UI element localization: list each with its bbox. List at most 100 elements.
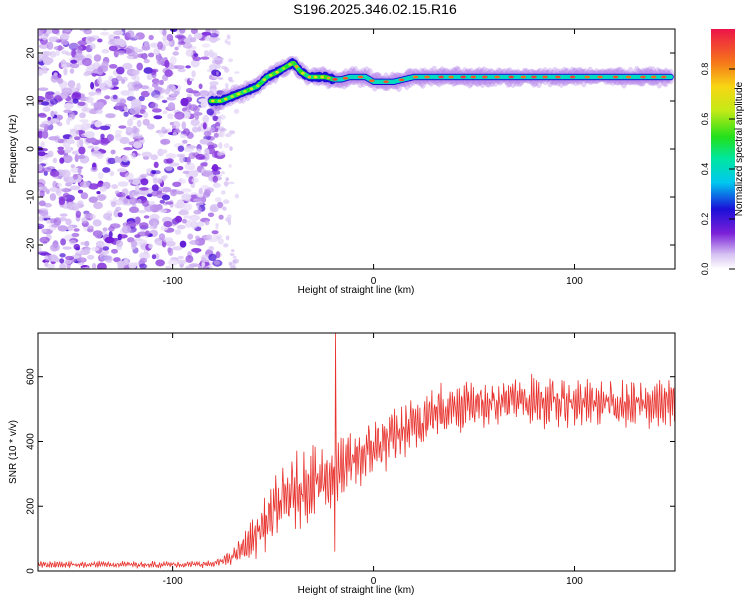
noise-blob [40, 141, 45, 148]
noise-blob [162, 35, 167, 42]
noise-blob [80, 192, 89, 200]
noise-blob [57, 122, 63, 127]
x-tick-label: 100 [566, 576, 583, 587]
noise-blob [213, 132, 219, 138]
noise-blob [90, 246, 100, 252]
noise-blob [75, 210, 82, 218]
snr-frame [37, 332, 676, 572]
noise-blob [38, 112, 46, 117]
noise-blob [153, 94, 164, 99]
noise-blob [164, 59, 170, 68]
noise-blob [177, 68, 186, 73]
noise-blob [77, 101, 86, 107]
signal-peak [288, 63, 292, 66]
spectrogram-xlabel: Height of straight line (km) [298, 285, 415, 296]
signal-peak [217, 99, 222, 103]
noise-blob [214, 197, 222, 203]
noise-blob [176, 224, 186, 230]
signal-peak [255, 84, 260, 88]
noise-blob [151, 184, 159, 192]
noise-blob [215, 174, 223, 177]
noise-blob [162, 237, 174, 243]
noise-blob [57, 182, 62, 188]
noise-blob [121, 225, 132, 234]
noise-blob [92, 219, 102, 227]
noise-blob [93, 146, 100, 151]
noise-blob [39, 208, 49, 212]
noise-blob [146, 123, 155, 130]
noise-blob [224, 83, 229, 88]
noise-blob [212, 182, 221, 188]
noise-blob [132, 69, 140, 76]
noise-blob [49, 170, 60, 177]
noise-blob [187, 233, 194, 240]
noise-blob [148, 243, 153, 249]
noise-blob [62, 259, 72, 265]
noise-blob [161, 149, 168, 154]
colorbar-tick-label: 0.4 [700, 163, 710, 176]
noise-blob [138, 95, 145, 102]
noise-blob [171, 246, 183, 251]
noise-blob [200, 56, 210, 60]
noise-blob [232, 258, 240, 264]
noise-blob [55, 188, 62, 196]
noise-blob [69, 63, 80, 69]
noise-blob [77, 200, 84, 209]
noise-blob [223, 243, 229, 248]
noise-blob [215, 223, 219, 227]
noise-blob [40, 65, 48, 70]
noise-blob [198, 98, 209, 103]
signal-peak [332, 78, 338, 81]
noise-blob [127, 118, 134, 127]
noise-blob [223, 143, 230, 149]
noise-blob [181, 193, 192, 201]
noise-blob [97, 172, 104, 180]
noise-blob [130, 99, 142, 107]
noise-blob [153, 161, 159, 168]
noise-blob [190, 220, 198, 229]
noise-blob [121, 155, 129, 163]
noise-blob [180, 188, 192, 193]
noise-blob [132, 133, 143, 139]
noise-blob [74, 136, 81, 141]
snr-ylabel: SNR (10 * v/v) [8, 420, 19, 484]
noise-blob [49, 193, 57, 201]
noise-blob [217, 201, 224, 209]
noise-blob [177, 145, 185, 152]
noise-blob [121, 79, 126, 84]
noise-blob [102, 29, 108, 32]
noise-blob [155, 177, 163, 184]
noise-blob [200, 254, 212, 263]
noise-blob [116, 168, 127, 173]
noise-blob [160, 138, 171, 145]
noise-blob [167, 102, 176, 111]
noise-blob [132, 141, 143, 149]
noise-blob [66, 201, 77, 208]
signal-peak [625, 75, 632, 79]
noise-blob [139, 252, 151, 260]
noise-blob [155, 240, 163, 245]
noise-blob [151, 108, 162, 113]
noise-blob [100, 31, 110, 36]
noise-blob [59, 213, 68, 217]
noise-blob [46, 219, 51, 224]
noise-blob [64, 29, 72, 33]
noise-blob [76, 257, 87, 262]
noise-blob [147, 87, 154, 94]
noise-blob [229, 253, 235, 256]
noise-blob [228, 261, 233, 266]
noise-blob [91, 263, 97, 269]
noise-blob [42, 57, 54, 64]
noise-blob [113, 38, 125, 46]
noise-blob [39, 190, 45, 198]
noise-blob [182, 107, 187, 112]
noise-blob [211, 29, 217, 34]
noise-blob [58, 217, 67, 222]
y-tick-label: -20 [26, 237, 37, 252]
noise-blob [208, 64, 217, 71]
noise-blob [118, 125, 127, 129]
noise-blob [209, 88, 218, 96]
noise-blob [227, 40, 231, 46]
